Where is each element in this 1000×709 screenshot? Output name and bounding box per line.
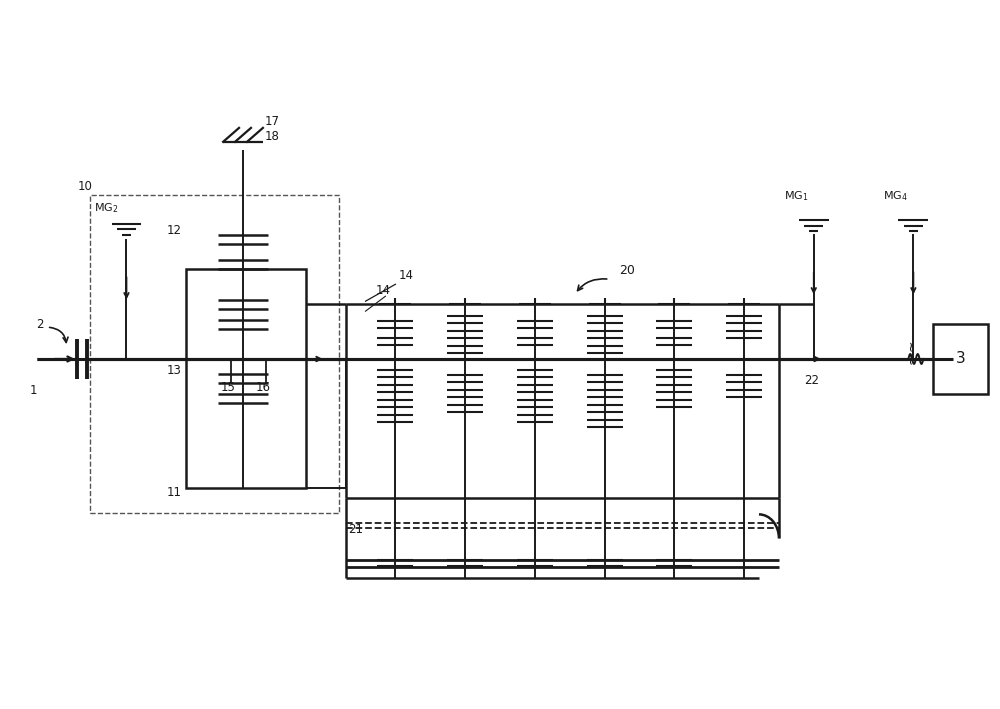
- Text: MG$_4$: MG$_4$: [883, 189, 908, 203]
- Text: 22: 22: [804, 374, 819, 387]
- Text: 20: 20: [620, 264, 635, 277]
- Text: MG$_2$: MG$_2$: [94, 201, 119, 216]
- Text: 17: 17: [265, 115, 280, 128]
- FancyArrowPatch shape: [50, 328, 68, 342]
- Text: 12: 12: [166, 225, 181, 238]
- Text: 14: 14: [398, 269, 413, 282]
- Text: 2: 2: [36, 318, 44, 330]
- Bar: [933, 324, 988, 393]
- Text: 18: 18: [265, 130, 280, 143]
- FancyArrowPatch shape: [578, 279, 607, 291]
- Text: 16: 16: [256, 381, 271, 394]
- Bar: [186, 269, 306, 489]
- Text: 14: 14: [375, 284, 390, 297]
- Text: MG$_1$: MG$_1$: [784, 189, 808, 203]
- Text: 15: 15: [221, 381, 236, 394]
- Text: 13: 13: [166, 364, 181, 377]
- Text: 3: 3: [956, 352, 966, 367]
- Bar: [90, 195, 339, 513]
- Text: 1: 1: [30, 384, 38, 397]
- Text: 21: 21: [349, 523, 364, 536]
- Text: 14 is at transmission: 14 is at transmission: [166, 253, 181, 255]
- Text: 10: 10: [78, 179, 93, 193]
- Text: $\mathsf{\sim\!\!\sim}$: $\mathsf{\sim\!\!\sim}$: [903, 340, 917, 368]
- Text: 11: 11: [166, 486, 181, 499]
